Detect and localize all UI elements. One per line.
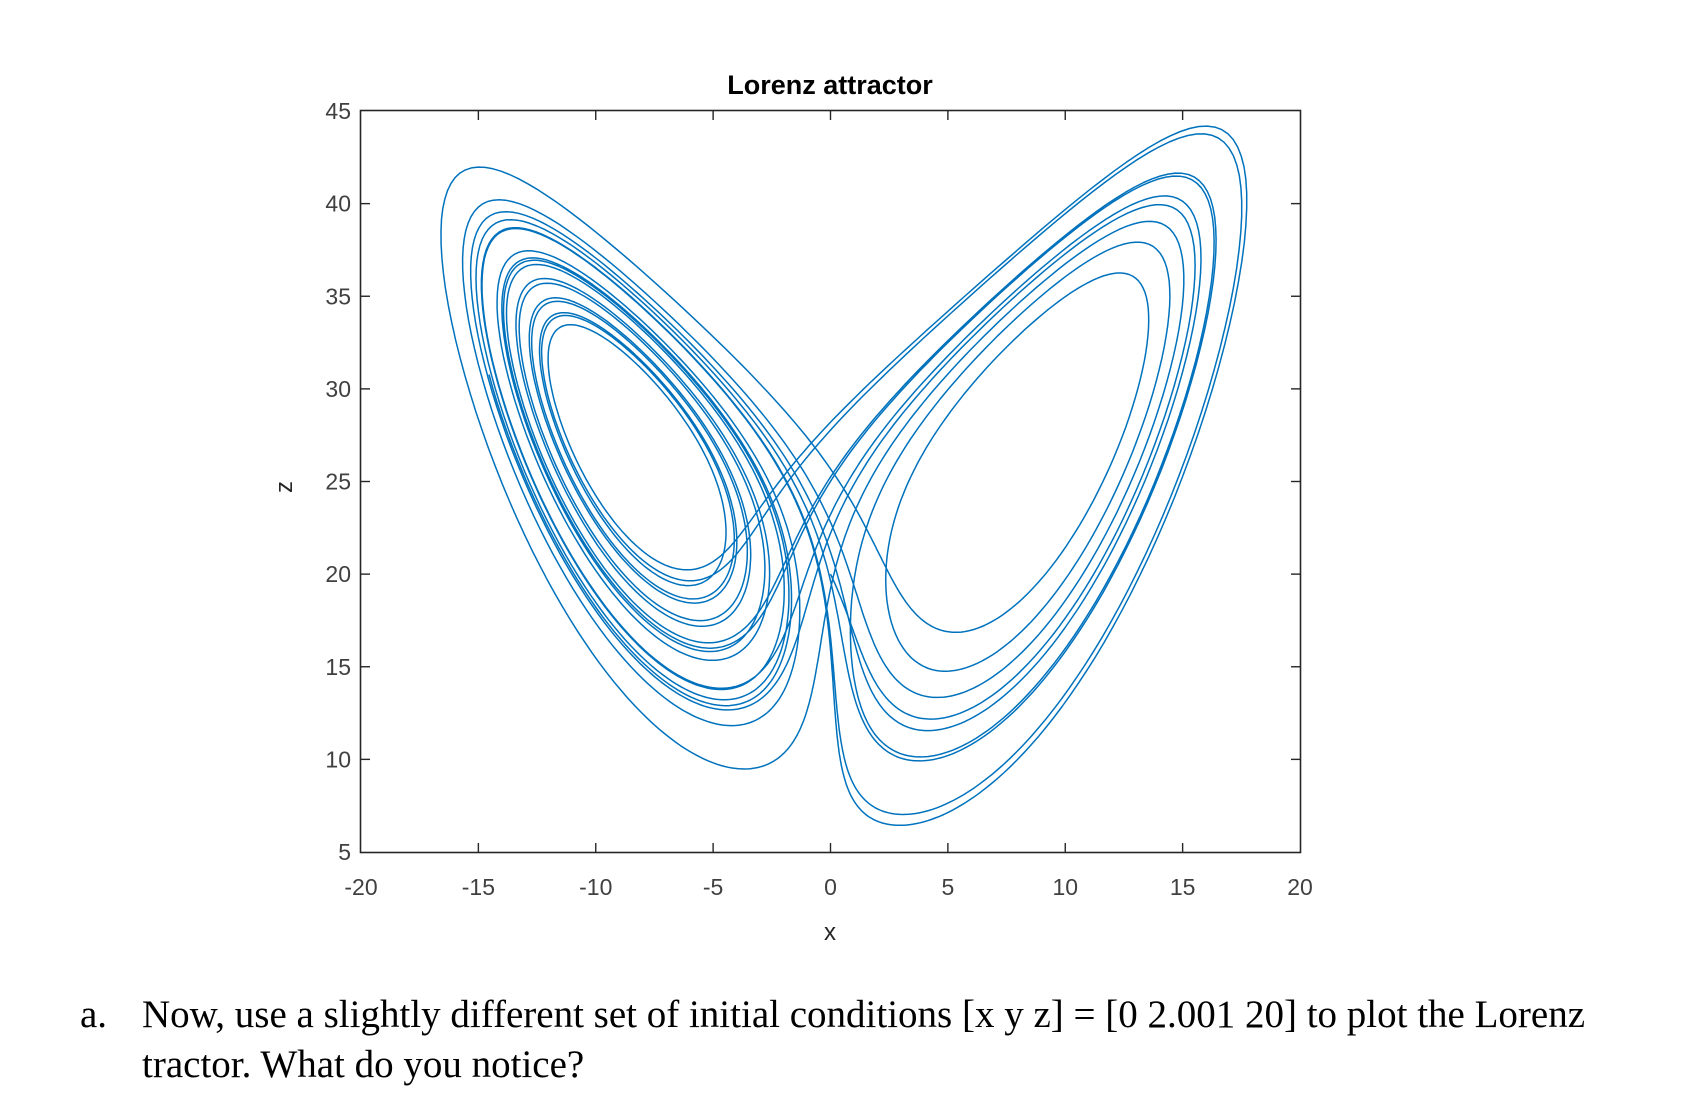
y-tick-label: 20 <box>325 561 351 587</box>
y-tick-label: 30 <box>325 376 351 402</box>
series-line-trajectory <box>440 125 1248 827</box>
lorenz-figure: Lorenz attractor -20 -15 -10 -5 0 5 10 15 20 5 10 1… <box>271 70 1313 946</box>
x-tick-label: 10 <box>1052 874 1078 900</box>
plot-area: -20 -15 -10 -5 0 5 10 15 20 5 10 15 20 25 30 35 40 45 <box>325 98 1312 900</box>
x-axis-label: x <box>824 919 836 946</box>
x-tick-label: -10 <box>579 874 612 900</box>
x-tick-label: 0 <box>824 874 837 900</box>
x-tick-label: -5 <box>703 874 723 900</box>
ticks-layer: -20 -15 -10 -5 0 5 10 15 20 5 10 15 20 25 30 35 40 45 <box>325 98 1312 900</box>
y-tick-label: 40 <box>325 191 351 217</box>
y-tick-label: 15 <box>325 654 351 680</box>
question-item-a: a. Now, use a slightly different set of … <box>80 990 1660 1090</box>
y-axis-label: z <box>271 481 298 493</box>
x-tick-label: 5 <box>941 874 954 900</box>
x-tick-label: -15 <box>462 874 495 900</box>
series-layer <box>440 125 1248 827</box>
x-tick-label: -20 <box>344 874 377 900</box>
y-tick-label: 35 <box>325 283 351 309</box>
question-text: Now, use a slightly different set of ini… <box>142 993 1586 1086</box>
y-tick-label: 45 <box>325 98 351 124</box>
y-tick-label: 10 <box>325 746 351 772</box>
chart-title: Lorenz attractor <box>727 70 933 100</box>
y-tick-label: 5 <box>338 839 351 865</box>
question-marker: a. <box>80 993 108 1036</box>
axes-box <box>359 109 1302 854</box>
y-tick-label: 25 <box>325 469 351 495</box>
x-tick-label: 15 <box>1170 874 1196 900</box>
x-tick-label: 20 <box>1287 874 1313 900</box>
